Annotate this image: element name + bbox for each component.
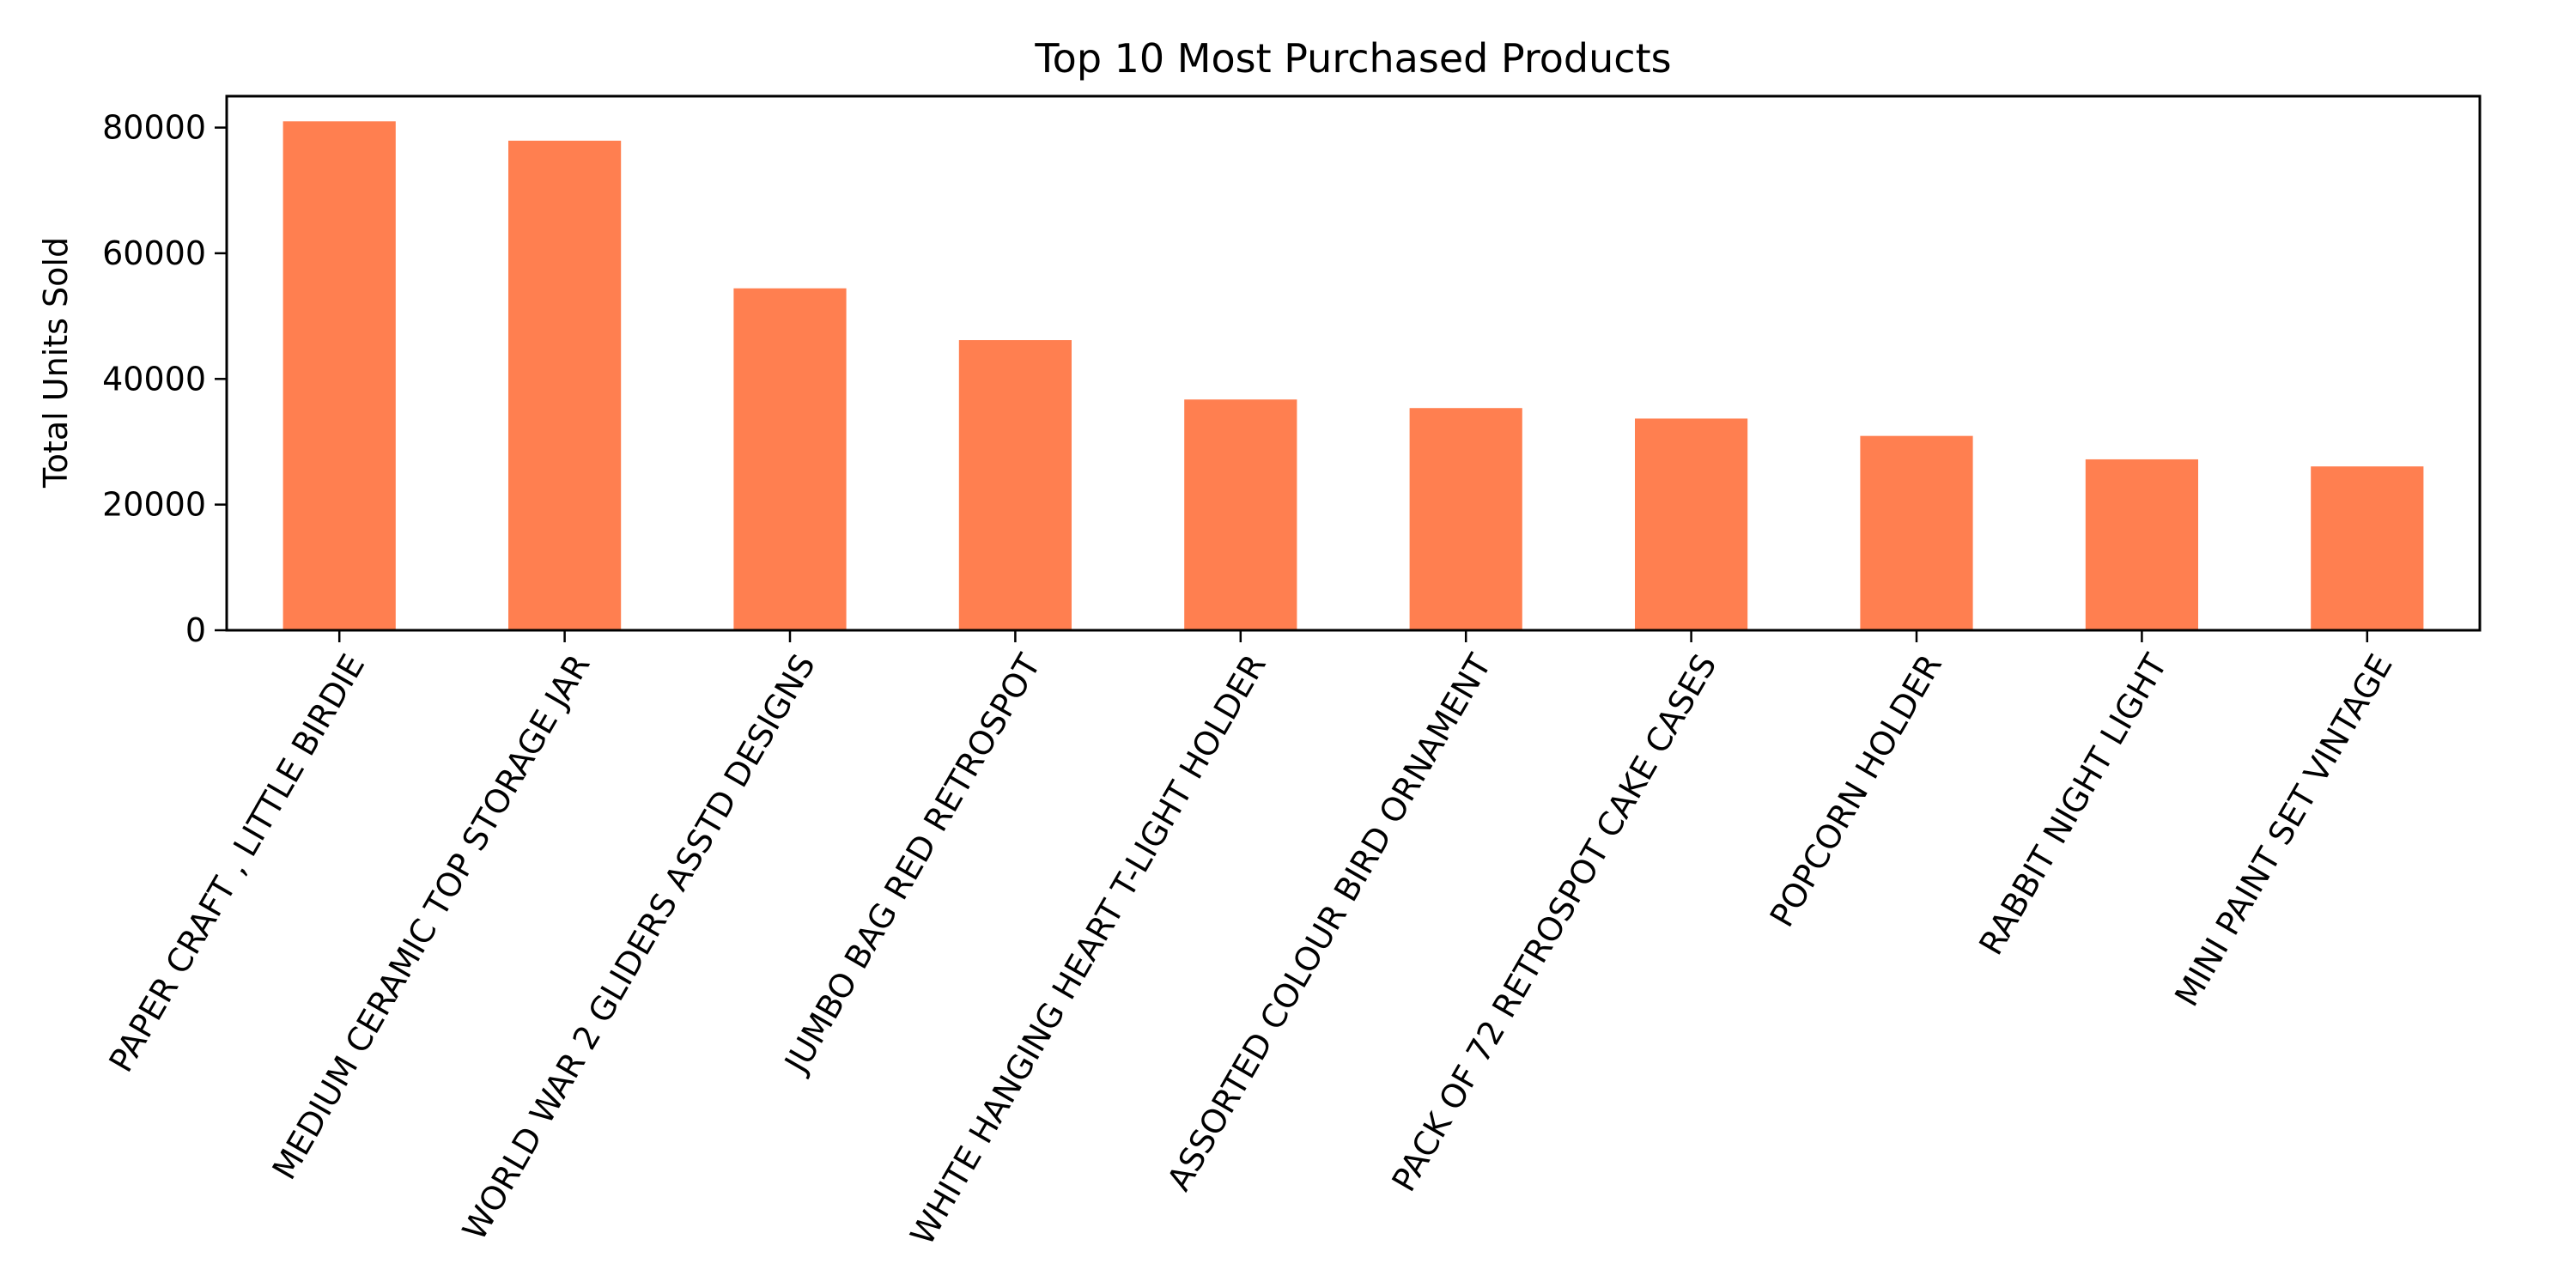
plot-frame (225, 94, 2482, 632)
bar-9 (2085, 459, 2198, 630)
bar-2 (508, 140, 622, 631)
y-axis: 0 20000 40000 60000 80000 (102, 109, 227, 649)
bar-3 (733, 288, 847, 630)
bar-1 (283, 121, 396, 630)
bars-group (283, 121, 2424, 631)
bar-6 (1409, 408, 1522, 630)
y-tick-label: 80000 (102, 109, 206, 147)
y-axis-label: Total Units Sold (37, 237, 75, 489)
bar-8 (1860, 435, 1973, 630)
y-tick-label: 20000 (102, 486, 206, 524)
bar-4 (958, 340, 1072, 630)
bar-7 (1635, 418, 1748, 630)
chart-title: Top 10 Most Purchased Products (1034, 35, 1671, 82)
y-tick-label: 60000 (102, 234, 206, 272)
y-tick-label: 40000 (102, 360, 206, 398)
bar-5 (1184, 399, 1297, 630)
y-tick-label: 0 (185, 611, 206, 649)
bar-10 (2311, 466, 2424, 630)
